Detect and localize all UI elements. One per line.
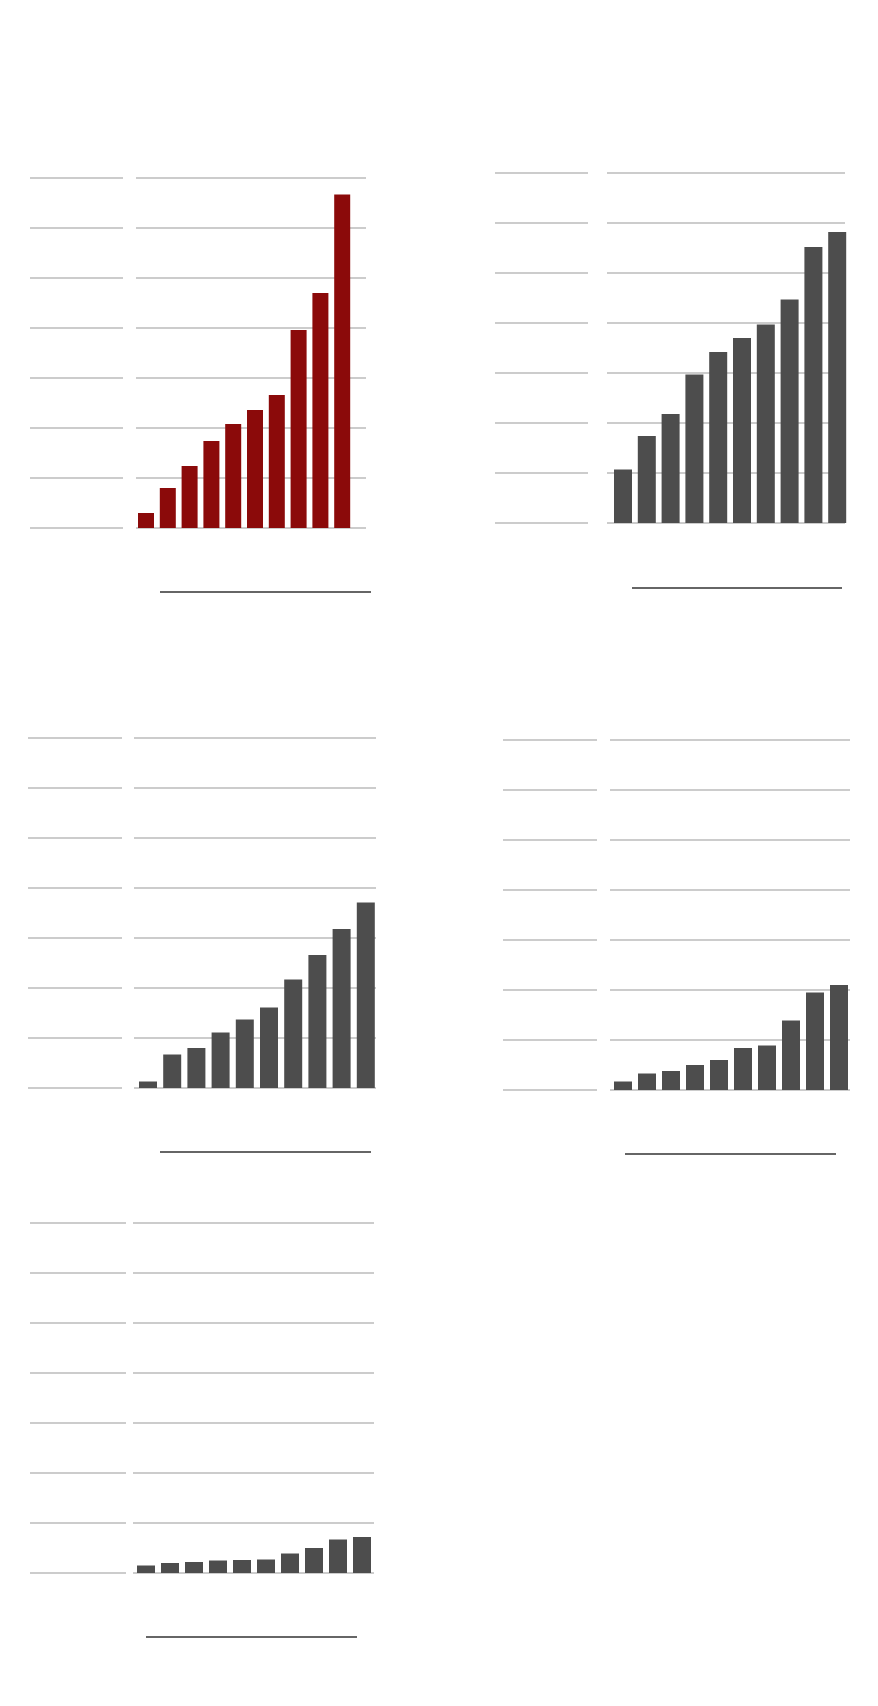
chart-panel-4 [503,737,858,1157]
bar [257,1559,275,1573]
bar [710,1060,728,1090]
bar [806,992,824,1090]
bar [235,1019,254,1088]
bar [138,513,154,528]
bar [332,929,351,1088]
bar [638,1073,656,1090]
bar [334,194,351,528]
bar [308,955,327,1088]
bar [233,1560,251,1573]
bar [139,1081,157,1088]
bar [782,1020,800,1090]
bar [137,1565,155,1573]
bar [203,441,220,528]
bar [161,1563,179,1573]
chart-svg [495,172,847,589]
bar [614,1081,632,1090]
bar [637,436,656,523]
bar [685,374,704,523]
chart-panel-5 [30,1220,380,1640]
bar [305,1548,323,1573]
chart-panel-2 [495,170,855,590]
bar [268,395,285,528]
bar [211,1032,230,1088]
chart-svg [503,739,850,1155]
bar [209,1560,227,1573]
chart-panel-1 [30,175,375,595]
bar [734,1048,752,1090]
bar [290,330,307,528]
bar [662,1071,680,1090]
bar [225,424,242,528]
bar [260,1007,278,1088]
bar [159,488,176,528]
bar [828,232,847,523]
bar [312,293,329,528]
bar [804,247,823,523]
chart-svg [30,1222,374,1638]
bar [686,1065,704,1090]
bar [181,466,198,528]
bar [830,985,848,1090]
bar [758,1045,776,1090]
bar [756,324,775,523]
bar [163,1054,182,1088]
bar [709,352,728,523]
chart-svg [28,737,376,1153]
bar [353,1537,371,1573]
bar [661,414,680,523]
bar [185,1562,203,1573]
bar [281,1553,299,1573]
bar [733,338,751,523]
bar [284,979,303,1088]
bar [247,410,263,528]
bar [356,902,375,1088]
bar [780,299,799,523]
bar [614,469,632,523]
chart-svg [30,177,371,593]
bar [187,1048,206,1088]
chart-panel-3 [28,735,378,1155]
bar [329,1539,347,1573]
